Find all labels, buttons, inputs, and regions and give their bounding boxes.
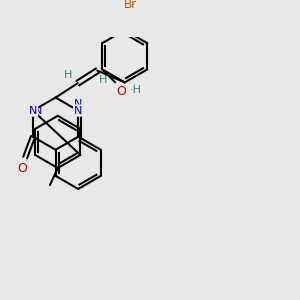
- Text: O: O: [116, 85, 126, 98]
- Text: H: H: [64, 70, 72, 80]
- Text: H: H: [99, 75, 107, 85]
- Text: N: N: [74, 99, 82, 109]
- Text: Br: Br: [123, 0, 136, 11]
- Text: ·H: ·H: [130, 85, 142, 95]
- Text: N: N: [74, 106, 82, 116]
- Text: N: N: [29, 106, 37, 116]
- Text: O: O: [18, 161, 28, 175]
- Text: N: N: [34, 106, 43, 116]
